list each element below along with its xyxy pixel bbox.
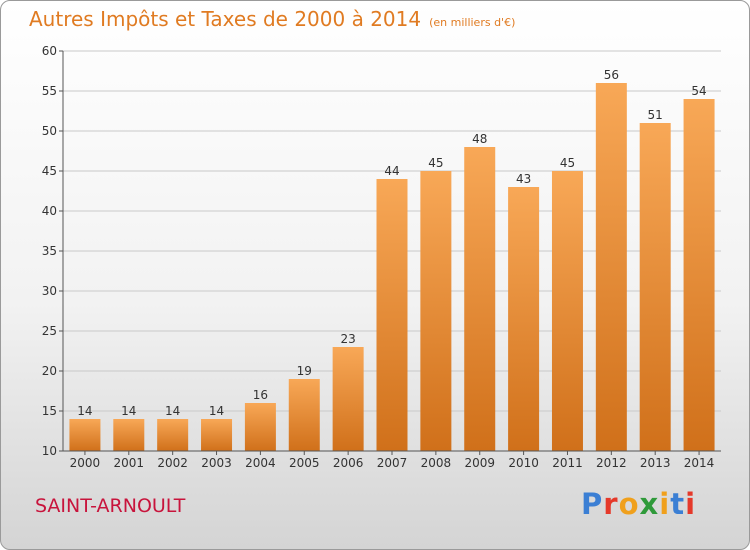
data-label: 48 xyxy=(472,132,487,146)
x-tick-label: 2003 xyxy=(201,456,232,470)
y-tick-label: 60 xyxy=(42,44,57,58)
axes xyxy=(59,50,721,455)
bar xyxy=(420,171,452,451)
labels: 10 15 20 25 30 35 40 45 50 55 60 14 2000 14 2001 14 2002… xyxy=(42,44,715,470)
x-tick-label: 2009 xyxy=(464,456,495,470)
bar xyxy=(464,147,496,451)
y-tick-label: 20 xyxy=(42,364,57,378)
x-tick-label: 2001 xyxy=(114,456,145,470)
x-tick-label: 2013 xyxy=(640,456,671,470)
x-tick-label: 2002 xyxy=(157,456,188,470)
data-label: 14 xyxy=(121,404,136,418)
x-tick-label: 2014 xyxy=(684,456,715,470)
y-tick-label: 50 xyxy=(42,124,57,138)
bar xyxy=(595,83,627,451)
bar xyxy=(244,403,276,451)
bar xyxy=(157,419,189,451)
chart-unit: (en milliers d'€) xyxy=(429,16,516,29)
data-label: 43 xyxy=(516,172,531,186)
data-label: 14 xyxy=(77,404,92,418)
bars xyxy=(69,83,715,451)
y-tick-label: 30 xyxy=(42,284,57,298)
y-tick-label: 55 xyxy=(42,84,57,98)
y-tick-label: 40 xyxy=(42,204,57,218)
y-tick-label: 25 xyxy=(42,324,57,338)
bar xyxy=(683,99,715,451)
x-tick-label: 2005 xyxy=(289,456,320,470)
x-tick-label: 2010 xyxy=(508,456,539,470)
x-tick-label: 2004 xyxy=(245,456,276,470)
data-label: 14 xyxy=(209,404,224,418)
place-name: SAINT-ARNOULT xyxy=(35,495,186,517)
bar xyxy=(332,347,364,451)
bar xyxy=(639,123,671,451)
x-tick-label: 2011 xyxy=(552,456,583,470)
data-label: 56 xyxy=(604,68,619,82)
data-label: 19 xyxy=(297,364,312,378)
x-tick-label: 2006 xyxy=(333,456,364,470)
bar xyxy=(113,419,145,451)
bar xyxy=(508,187,540,451)
bar xyxy=(376,179,408,451)
proxiti-logo: Proxiti xyxy=(581,487,697,521)
y-tick-label: 45 xyxy=(42,164,57,178)
data-label: 23 xyxy=(340,332,355,346)
x-tick-label: 2012 xyxy=(596,456,627,470)
data-label: 54 xyxy=(691,84,706,98)
x-tick-label: 2008 xyxy=(421,456,452,470)
x-tick-label: 2007 xyxy=(377,456,408,470)
y-tick-label: 35 xyxy=(42,244,57,258)
data-label: 45 xyxy=(428,156,443,170)
data-label: 14 xyxy=(165,404,180,418)
bar xyxy=(551,171,583,451)
data-label: 45 xyxy=(560,156,575,170)
data-label: 51 xyxy=(648,108,663,122)
chart-title-text: Autres Impôts et Taxes de 2000 à 2014 xyxy=(29,7,422,31)
bar xyxy=(288,379,320,451)
bar xyxy=(201,419,233,451)
chart-title: Autres Impôts et Taxes de 2000 à 2014 (en… xyxy=(29,7,515,31)
y-tick-label: 10 xyxy=(42,444,57,458)
data-label: 44 xyxy=(384,164,399,178)
y-tick-label: 15 xyxy=(42,404,57,418)
bar xyxy=(69,419,101,451)
x-tick-label: 2000 xyxy=(70,456,101,470)
data-label: 16 xyxy=(253,388,268,402)
